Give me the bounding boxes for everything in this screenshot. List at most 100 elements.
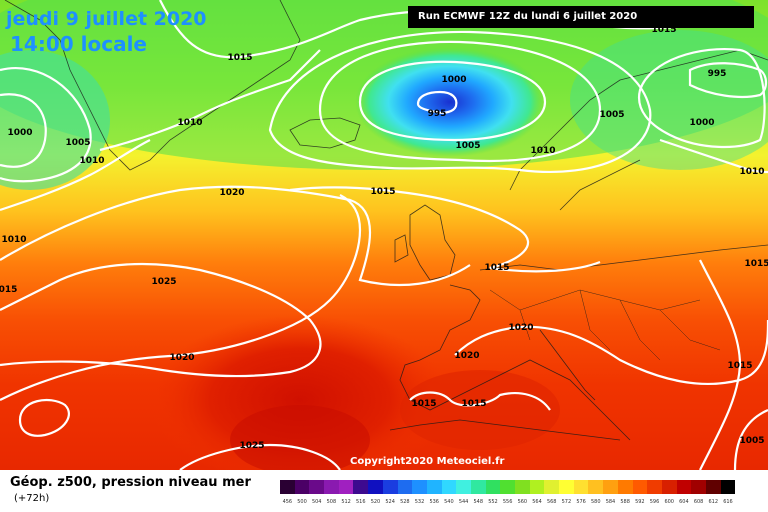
isobar-label: 1010 [530,146,555,156]
legend-label: 576 [576,499,586,505]
legend-label: 556 [502,499,513,505]
legend-label: 600 [664,499,674,505]
legend-label: 560 [517,499,528,505]
isobar-1010-east [659,138,768,174]
legend-label: 588 [620,499,630,505]
legend-swatch [412,480,427,494]
legend-swatch [647,480,662,494]
legend-swatch [529,480,545,494]
isobar-label: 1010 [1,235,26,245]
legend-swatch [705,480,721,494]
legend-label: 608 [693,499,704,505]
isobar-1025 [0,262,322,378]
legend-label: 524 [385,499,395,505]
legend-label: 592 [635,499,645,505]
legend-label: 456 [282,499,293,505]
iceland-coast [289,117,361,149]
legend-label: 528 [400,499,410,505]
legend-label: 532 [414,499,425,505]
isobar-label: 1000 [689,118,714,128]
color-scale-legend [280,480,736,494]
legend-swatch [456,480,471,494]
isobar-label: 1005 [739,436,764,446]
copyright-text: Copyright2020 Meteociel.fr [350,456,505,467]
legend-label: 552 [488,499,498,505]
isobar-label: 1015 [744,259,768,269]
legend-label: 512 [341,499,351,505]
legend-label: 540 [444,499,454,505]
isobar-1020-europe [454,319,768,386]
isobar-labels: 1015 1015 1010 1005 1010 1000 1000 995 1005 1010 1… [0,25,768,451]
legend-label: 580 [591,499,601,505]
legend-swatch [720,480,736,494]
red-core-atlantic [150,315,450,470]
isobar-label: 1020 [454,351,479,361]
legend-swatch [280,480,295,494]
legend-label: 568 [546,499,557,505]
greenland-coast [4,0,301,171]
legend-swatch [338,480,354,494]
isobar-label: 1005 [65,138,90,148]
lead-time: (+72h) [14,493,50,504]
legend-label: 616 [723,499,733,505]
isobar-995-low [416,90,458,114]
legend-label: 584 [605,499,616,505]
country-borders [489,289,721,361]
isobar-995-east [688,62,768,99]
legend-swatch [544,480,560,494]
isobar-1000-east [637,48,766,148]
isobar-1020 [0,185,471,287]
isobar-label: 1015 [227,53,252,63]
isobar-1015-east [699,259,742,470]
legend-label: 508 [326,499,337,505]
isobar-label: 1005 [599,110,624,120]
isobar-label: 1000 [441,75,466,85]
isobar-1010-north [99,49,321,152]
british-isles-coast [394,204,456,281]
isobar-label: 1015 [651,25,676,35]
isobar-label: 1010 [177,118,202,128]
isobar-label: 1020 [219,188,244,198]
legend-swatch [559,480,574,494]
color-scale-labels: 456 500 504 508 512 516 520 524 528 532 536 540 544 5… [280,499,735,509]
legend-swatch [309,480,325,494]
model-run-info: Run ECMWF 12Z du lundi 6 juillet 2020 [408,6,754,28]
weather-map: 1015 1015 1010 1005 1010 1000 1000 995 1005 1010 1… [0,0,768,470]
isobar-1005-west [0,67,92,183]
legend-swatch [441,480,457,494]
isobar-1000-low [358,60,547,142]
legend-label: 516 [356,499,366,505]
isobar-1015-med [409,391,551,411]
isobar-label: 995 [428,109,447,119]
legend-swatch [632,480,648,494]
teal-field-west [0,50,110,190]
legend-swatch [617,480,633,494]
isobar-1015-mid [289,186,601,273]
isobar-1025-south [179,443,341,470]
legend-swatch [324,480,339,494]
isobar-1000-west [0,93,47,168]
isobar-1005-se [733,408,768,470]
legend-swatch [368,480,383,494]
legend-swatch [294,480,310,494]
isobar-label: 1025 [239,441,264,451]
legend-swatch [603,480,618,494]
legend-swatch [588,480,604,494]
isobar-1005-low [318,40,602,163]
north-africa-coast [389,419,621,441]
isobar-1010-ring [268,30,652,174]
legend-swatch [426,480,442,494]
legend-label: 544 [458,499,469,505]
isobar-label: 1000 [7,128,32,138]
teal-field-east [570,30,768,170]
legend-swatch [573,480,589,494]
legend-label: 572 [561,499,572,505]
low-pressure-core [355,47,545,157]
legend-swatch [661,480,677,494]
isobar-label: 1025 [151,277,176,287]
legend-label: 604 [679,499,689,505]
isobar-label: 1010 [79,156,104,166]
legend-label: 504 [311,499,322,505]
legend-label: 548 [473,499,484,505]
legend-swatch [500,480,515,494]
